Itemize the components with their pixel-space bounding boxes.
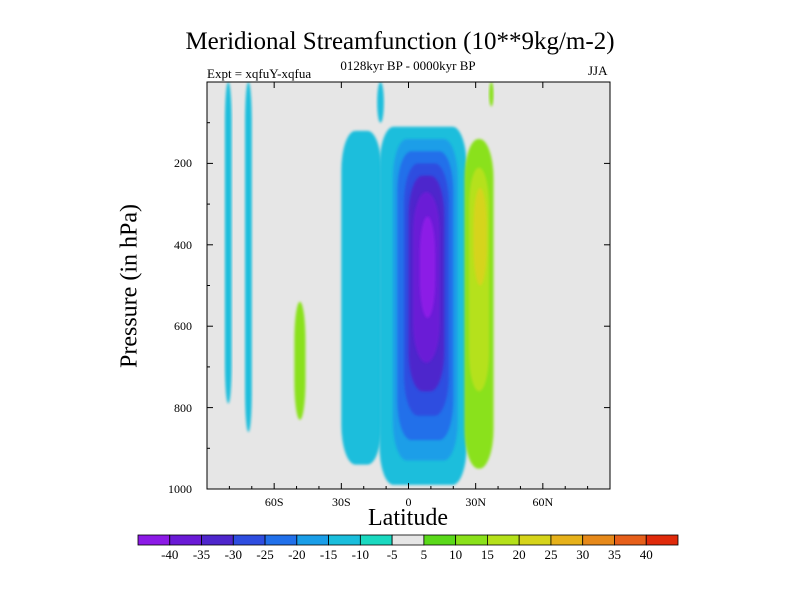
x-tick-label: 0: [405, 495, 412, 509]
colorbar-label: -40: [161, 547, 179, 562]
colorbar-swatch: [614, 534, 647, 546]
colorbar-label: 30: [576, 547, 590, 562]
colorbar-swatch: [137, 534, 171, 546]
colorbar-swatch: [455, 534, 488, 546]
colorbar-label: 40: [639, 547, 653, 562]
colorbar-label: -5: [386, 547, 398, 562]
contour-cell-neg10-4: [377, 82, 384, 123]
y-tick-label: 400: [174, 237, 192, 252]
colorbar-swatch: [423, 534, 457, 546]
colorbar-label: -35: [192, 547, 211, 562]
colorbar-swatch: [264, 534, 298, 546]
x-tick-label: 30N: [465, 495, 486, 509]
colorbar-swatch: [328, 534, 361, 546]
colorbar-label: 15: [480, 547, 494, 562]
colorbar-label: 25: [544, 547, 558, 562]
contour-cell-neg40-11: [419, 216, 436, 319]
colorbar-label: -10: [351, 547, 370, 562]
contour-cell-neg10-0: [224, 82, 232, 404]
colorbar-swatch: [169, 534, 202, 546]
colorbar-swatch: [518, 534, 552, 546]
colorbar-label: 5: [420, 547, 428, 562]
colorbar-swatch: [550, 534, 584, 546]
colorbar-swatch: [582, 534, 615, 546]
y-tick-label: 800: [174, 400, 192, 415]
colorbar-label: 10: [449, 547, 463, 562]
colorbar-label: 20: [512, 547, 526, 562]
contour-cell-pos10-2: [294, 301, 306, 420]
season-label: JJA: [588, 63, 608, 78]
colorbar-label: -25: [256, 547, 274, 562]
colorbar-swatch: [296, 534, 329, 546]
contour-cell-pos20-14: [473, 187, 487, 286]
x-tick-label: 60N: [532, 495, 554, 509]
y-tick-label: 600: [174, 319, 192, 334]
colorbar-swatch: [391, 534, 425, 546]
colorbar-label: -30: [224, 547, 242, 562]
colorbar-swatch: [487, 534, 520, 546]
colorbar-label: 35: [607, 547, 621, 562]
x-axis-label: Latitude: [368, 505, 448, 531]
colorbar-swatch: [645, 534, 679, 546]
x-tick-label: 30S: [331, 495, 351, 509]
contour-cell-neg10-3: [341, 130, 382, 465]
colorbar-label: -15: [319, 547, 338, 562]
x-tick-label: 60S: [264, 495, 284, 509]
colorbar-swatch: [201, 534, 234, 546]
colorbar-label: -20: [288, 547, 306, 562]
contour-cell-pos10-15: [489, 82, 494, 107]
colorbar-swatch: [232, 534, 266, 546]
time-range-label: 0128kyr BP - 0000kyr BP: [340, 58, 476, 73]
experiment-label: Expt = xqfuY-xqfua: [207, 66, 312, 81]
contour-cell-neg10-1: [245, 82, 252, 433]
chart-title: Meridional Streamfunction (10**9kg/m-2): [185, 28, 615, 55]
colorbar: [137, 534, 679, 546]
y-tick-label: 200: [174, 156, 192, 171]
y-axis-label: Pressure (in hPa): [116, 204, 143, 368]
y-tick-label: 1000: [168, 482, 192, 496]
colorbar-swatch: [359, 534, 393, 546]
